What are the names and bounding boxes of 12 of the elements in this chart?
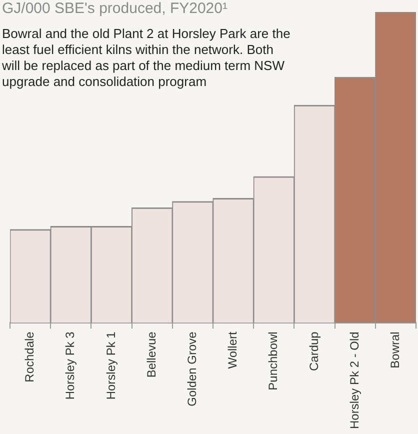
x-tick-label: Rochdale xyxy=(22,331,37,382)
annotation: Bowral and the old Plant 2 at Horsley Park are the least fuel efficient kilns within the network. Both will be replaced as part of the medium term NSW upgrade and consolidation program xyxy=(2,26,292,90)
x-tick-label: Horsley Pk 2 - Old xyxy=(347,332,362,429)
x-tick-label: Cardup xyxy=(306,331,321,371)
x-tick-label: Horsley Pk 1 xyxy=(104,331,118,400)
chart-title: GJ/000 SBE's produced, FY2020¹ xyxy=(2,0,228,18)
x-tick-label: Wollert xyxy=(226,330,240,369)
x-tick-label: Punchbowl xyxy=(266,332,280,390)
x-tick-label: Bowral xyxy=(388,332,402,368)
x-tick-label: Bellevue xyxy=(144,331,158,378)
x-tick-label: Horsley Pk 3 xyxy=(63,331,78,400)
x-tick-label: Golden Grove xyxy=(185,331,200,406)
